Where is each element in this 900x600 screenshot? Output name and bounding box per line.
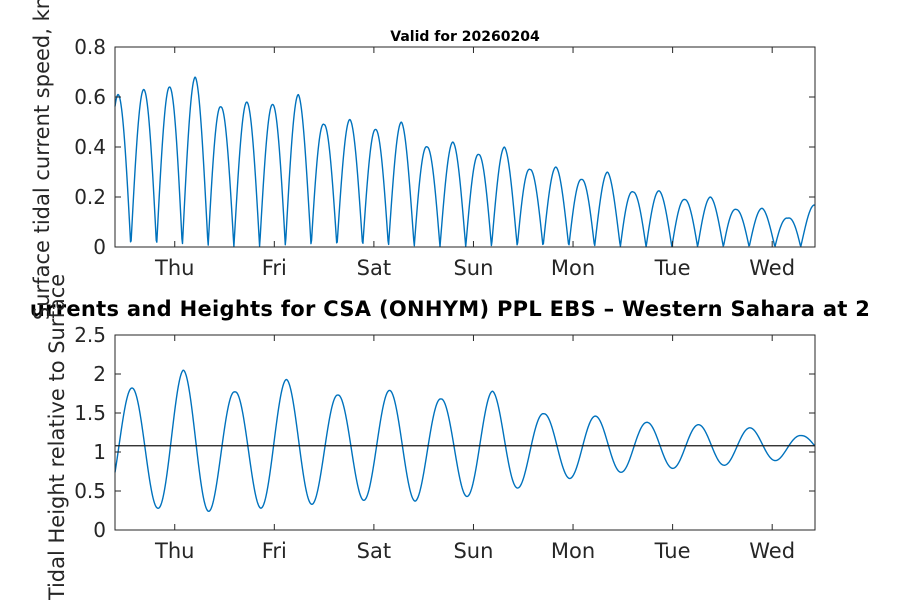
x-tick-label-wed: Wed [749, 539, 796, 563]
x-tick-label-mon: Mon [550, 539, 596, 563]
x-tick-label-sun: Sun [453, 256, 494, 280]
y-tick-label: 0 [93, 518, 106, 542]
y-tick-label: 0.6 [74, 85, 106, 109]
tidal-height-curve [114, 369, 816, 513]
x-tick-label-wed: Wed [749, 256, 796, 280]
figure-title: urrents and Heights for CSA (ONHYM) PPL … [29, 297, 871, 321]
top-plot-title: Valid for 20260204 [390, 29, 540, 45]
y-tick-label: 2.5 [74, 323, 106, 347]
axes-box [114, 46, 816, 248]
x-tick-label-thu: Thu [155, 256, 195, 280]
y-tick-label: 1.5 [74, 401, 106, 425]
y-tick-label: 0.8 [74, 35, 106, 59]
y-tick-label: 0.2 [74, 185, 106, 209]
y-tick-label: 0.4 [74, 135, 106, 159]
x-tick-label-thu: Thu [155, 539, 195, 563]
x-tick-label-fri: Fri [261, 539, 287, 563]
y-tick-label: 0.5 [74, 479, 106, 503]
x-tick-label-sat: Sat [356, 539, 392, 563]
y-tick-label: 1 [93, 440, 106, 464]
surface-tidal-current-speed-curve [114, 76, 815, 248]
x-tick-label-sat: Sat [356, 256, 392, 280]
y-tick-label: 0 [93, 235, 106, 259]
x-tick-label-sun: Sun [453, 539, 494, 563]
y-tick-label: 2 [93, 362, 106, 386]
x-tick-label-fri: Fri [261, 256, 287, 280]
x-tick-label-tue: Tue [654, 539, 691, 563]
x-tick-label-tue: Tue [654, 256, 691, 280]
x-tick-label-mon: Mon [550, 256, 596, 280]
axes-box [114, 334, 816, 531]
